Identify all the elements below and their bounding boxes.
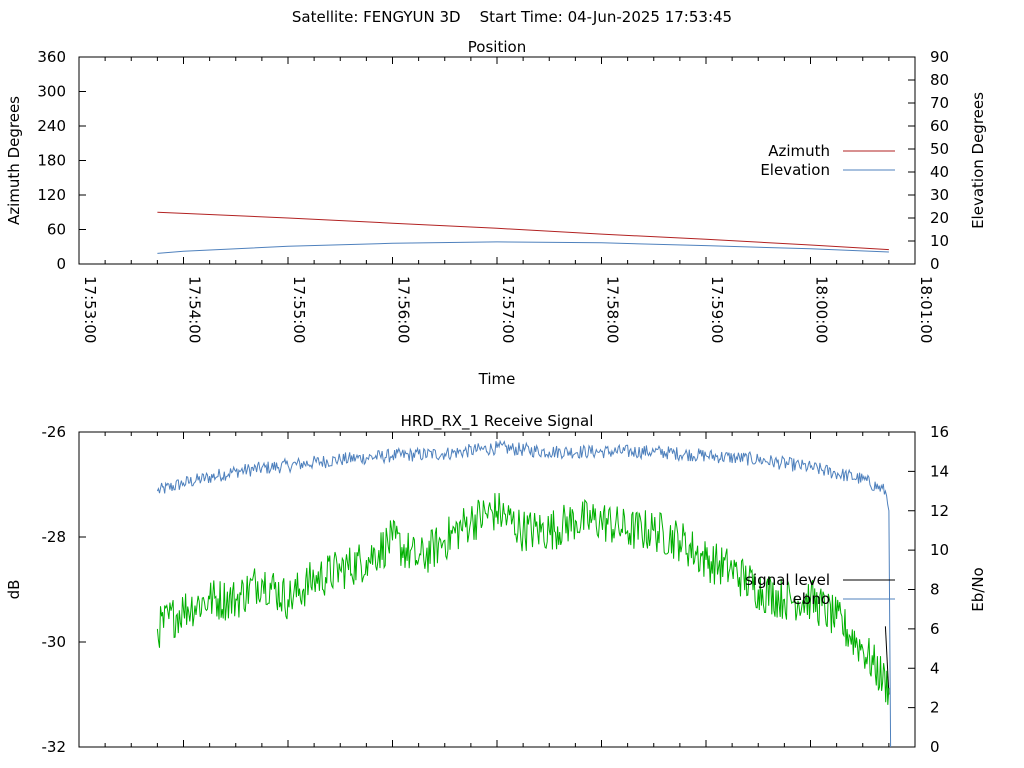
legend-label: Azimuth	[768, 142, 830, 160]
y-tick-label: 180	[37, 152, 66, 170]
y-tick-label: 60	[47, 221, 66, 239]
y2-tick-label: 50	[930, 140, 949, 158]
y2-tick-label: 2	[930, 699, 940, 717]
legend-label: signal level	[745, 571, 830, 589]
y2-tick-label: 12	[930, 502, 949, 520]
x-tick-label: 17:57:00	[499, 276, 517, 343]
y-tick-label: -26	[42, 423, 67, 441]
y-tick-label: -32	[42, 738, 67, 756]
chart-title: HRD_RX_1 Receive Signal	[401, 412, 594, 431]
x-tick-label: 18:01:00	[917, 276, 935, 343]
y2-tick-label: 14	[930, 462, 949, 480]
x-tick-label: 17:58:00	[604, 276, 622, 343]
x-tick-label: 17:53:00	[81, 276, 99, 343]
legend-label: ebno	[793, 590, 830, 608]
y-axis-label: dB	[5, 580, 23, 600]
x-tick-label: 18:00:00	[813, 276, 831, 343]
y-tick-label: 360	[37, 48, 66, 66]
y2-tick-label: 70	[930, 94, 949, 112]
x-tick-label: 17:59:00	[708, 276, 726, 343]
x-tick-label: 17:55:00	[290, 276, 308, 343]
y2-tick-label: 40	[930, 163, 949, 181]
y-axis-label: Azimuth Degrees	[5, 96, 23, 225]
x-tick-label: 17:56:00	[395, 276, 413, 343]
y-tick-label: -30	[42, 633, 67, 651]
y2-tick-label: 6	[930, 620, 940, 638]
y-tick-label: -28	[42, 528, 67, 546]
y2-tick-label: 80	[930, 71, 949, 89]
y-tick-label: 120	[37, 186, 66, 204]
y2-axis-label: Elevation Degrees	[969, 92, 987, 229]
series-line	[156, 492, 890, 705]
y2-tick-label: 0	[930, 738, 940, 756]
chart-title: Position	[468, 38, 526, 56]
header-title: Satellite: FENGYUN 3D Start Time: 04-Jun…	[291, 8, 733, 26]
legend-label: Elevation	[760, 161, 830, 179]
y2-tick-label: 0	[930, 255, 940, 273]
y2-tick-label: 16	[930, 423, 949, 441]
series-line	[157, 241, 889, 254]
y2-tick-label: 90	[930, 48, 949, 66]
y2-tick-label: 10	[930, 541, 949, 559]
y2-tick-label: 8	[930, 581, 940, 599]
series-line	[156, 439, 892, 748]
y2-tick-label: 4	[930, 659, 940, 677]
y-tick-label: 0	[56, 255, 66, 273]
y-tick-label: 240	[37, 117, 66, 135]
x-tick-label: 17:54:00	[186, 276, 204, 343]
y2-axis-label: Eb/No	[969, 567, 987, 611]
y2-tick-label: 30	[930, 186, 949, 204]
series-line	[884, 626, 890, 695]
y-tick-label: 300	[37, 83, 66, 101]
y2-tick-label: 10	[930, 232, 949, 250]
series-line	[157, 211, 889, 251]
x-axis-label: Time	[478, 370, 516, 388]
y2-tick-label: 20	[930, 209, 949, 227]
y2-tick-label: 60	[930, 117, 949, 135]
